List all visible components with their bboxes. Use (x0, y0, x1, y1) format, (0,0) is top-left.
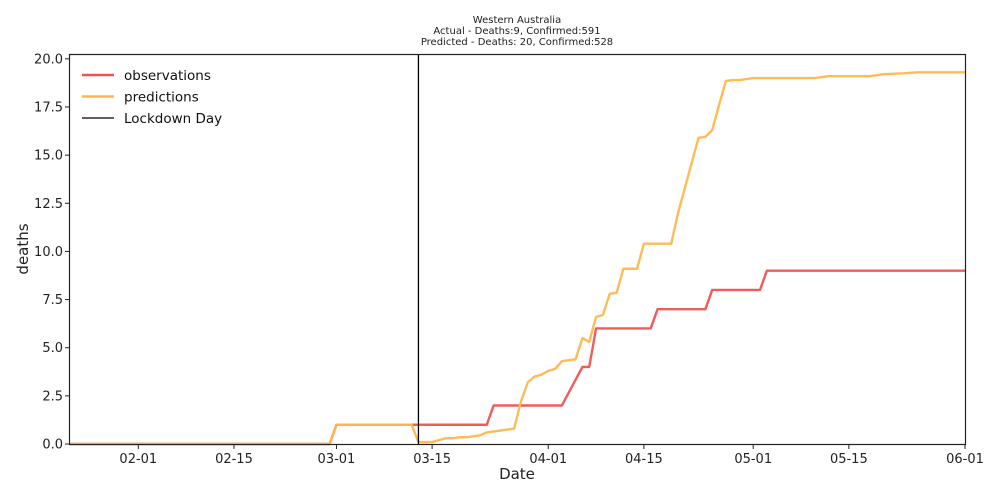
y-tick-label: 7.5 (42, 293, 63, 308)
y-tick-label: 0.0 (42, 438, 63, 453)
y-tick-label: 20.0 (34, 52, 63, 67)
y-tick-label: 12.5 (34, 197, 63, 212)
x-tick-label: 06-01 (946, 452, 984, 467)
y-tick-label: 5.0 (42, 341, 63, 356)
chart-title: Western Australia (473, 15, 561, 26)
x-tick-label: 04-01 (529, 452, 567, 467)
y-tick-label: 15.0 (34, 149, 63, 164)
legend-label: Lockdown Day (124, 111, 222, 127)
chart-subtitle-predicted: Predicted - Deaths: 20, Confirmed:528 (421, 37, 613, 48)
chart-subtitle-actual: Actual - Deaths:9, Confirmed:591 (433, 26, 600, 37)
legend: observations predictions Lockdown Day (82, 68, 222, 127)
x-axis: 02-01 02-15 03-01 03-15 04-01 04-15 05-01 05-15… (119, 444, 984, 467)
x-tick-label: 04-15 (625, 452, 663, 467)
series-line-predictions (70, 71, 965, 446)
plot-frame (68, 53, 967, 446)
y-tick-label: 10.0 (34, 245, 63, 260)
x-tick-label: 03-15 (413, 452, 451, 467)
y-axis: 0.0 2.5 5.0 7.5 10.0 12.5 15.0 17.5 20.0 (34, 52, 70, 453)
x-tick-label: 05-15 (830, 452, 868, 467)
y-tick-label: 17.5 (34, 100, 63, 115)
x-tick-label: 05-01 (734, 452, 772, 467)
plot-area (70, 55, 965, 446)
x-axis-label: Date (499, 465, 535, 483)
legend-label: predictions (124, 90, 199, 106)
y-axis-label: deaths (14, 223, 32, 274)
chart-title-group: Western Australia Actual - Deaths:9, Con… (421, 15, 613, 48)
legend-label: observations (124, 68, 211, 84)
x-tick-label: 02-01 (119, 452, 157, 467)
x-tick-label: 02-15 (215, 452, 253, 467)
y-tick-label: 2.5 (42, 389, 63, 404)
x-tick-label: 03-01 (318, 452, 356, 467)
